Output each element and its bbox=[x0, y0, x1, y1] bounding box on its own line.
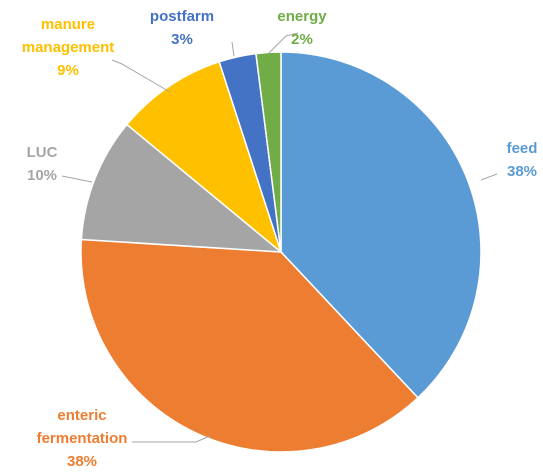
slice-label: manure management 9% bbox=[13, 13, 123, 82]
pie-slice bbox=[280, 51, 482, 399]
value-label: 38% bbox=[66, 453, 98, 470]
category-name: energy bbox=[277, 8, 327, 25]
slice-label: energy 2% bbox=[262, 5, 342, 51]
category-name: feed bbox=[506, 140, 538, 157]
leader-line bbox=[111, 59, 171, 93]
value-label: 3% bbox=[171, 31, 193, 48]
pie-slice bbox=[80, 123, 284, 253]
leader-line bbox=[480, 173, 498, 181]
pie-slice bbox=[80, 238, 419, 453]
slice-label: postfarm 3% bbox=[142, 5, 222, 51]
leader-lines bbox=[61, 32, 498, 443]
value-label: 10% bbox=[26, 167, 58, 184]
value-label: 2% bbox=[291, 31, 313, 48]
category-name: enteric fermentation bbox=[36, 407, 128, 447]
category-name: postfarm bbox=[149, 8, 215, 25]
leader-line bbox=[231, 41, 235, 57]
slice-label: LUC 10% bbox=[12, 141, 72, 187]
leader-line bbox=[61, 175, 93, 183]
leader-line bbox=[132, 435, 211, 443]
slice-label: enteric fermentation 38% bbox=[27, 404, 137, 473]
slice-label: feed 38% bbox=[492, 137, 543, 183]
value-label: 38% bbox=[506, 163, 538, 180]
value-label: 9% bbox=[57, 62, 79, 79]
leader-line bbox=[267, 32, 299, 55]
category-name: LUC bbox=[26, 144, 58, 161]
category-name: manure management bbox=[21, 16, 115, 56]
pie-slice bbox=[125, 60, 283, 255]
pie-slice bbox=[255, 51, 282, 253]
